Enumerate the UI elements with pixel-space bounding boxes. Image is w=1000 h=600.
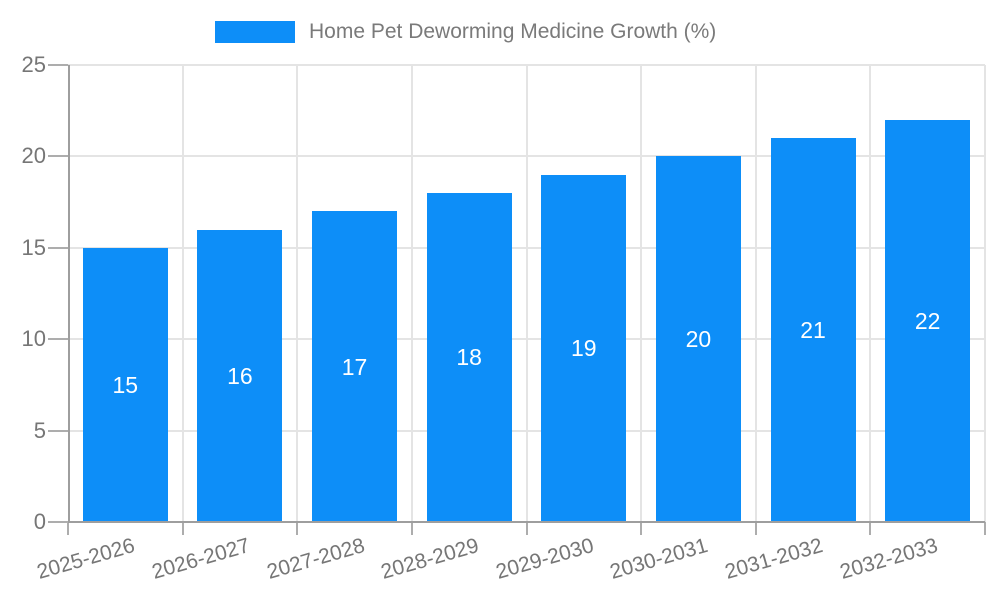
- bar: [770, 138, 856, 522]
- x-axis-label: 2026-2027: [146, 534, 252, 584]
- x-tick-mark: [984, 522, 986, 535]
- y-axis-label: 25: [21, 52, 46, 77]
- y-tick-mark: [48, 246, 68, 249]
- x-tick-mark: [640, 522, 643, 535]
- x-axis-label-text: 2031-2032: [722, 534, 826, 584]
- x-axis-line: [68, 521, 985, 523]
- x-axis-label: 2031-2032: [719, 534, 826, 584]
- y-axis-label: 0: [33, 509, 46, 534]
- x-gridline: [410, 65, 413, 522]
- x-axis-label: 2029-2030: [489, 534, 596, 584]
- x-axis-label-text: 2027-2028: [264, 534, 367, 584]
- x-tick-mark: [410, 522, 413, 535]
- y-tick-mark: [48, 64, 68, 66]
- x-tick-mark: [869, 522, 872, 535]
- x-axis-label-text: 2030-2031: [607, 534, 711, 584]
- x-gridline: [984, 65, 986, 522]
- y-axis-line: [68, 65, 70, 522]
- x-gridline: [181, 65, 184, 522]
- legend-label: Home Pet Deworming Medicine Growth (%): [309, 20, 717, 43]
- bar: [312, 211, 398, 522]
- x-tick-mark: [296, 522, 299, 535]
- y-axis-label: 15: [21, 234, 46, 260]
- x-tick-mark: [754, 522, 757, 535]
- y-axis-label: 20: [21, 143, 46, 169]
- bar-value-label: 20: [685, 326, 712, 353]
- x-axis-label-text: 2026-2027: [149, 534, 253, 584]
- bar-value-label: 18: [456, 344, 482, 371]
- x-axis-label-text: 2032-2033: [837, 534, 941, 584]
- legend: Home Pet Deworming Medicine Growth (%): [215, 20, 716, 44]
- y-axis-label: 10: [21, 326, 46, 352]
- bar: [197, 229, 283, 522]
- x-axis-label: 2032-2033: [833, 534, 940, 584]
- bar: [655, 156, 741, 522]
- y-tick-mark: [48, 155, 68, 158]
- bar-value-label: 21: [800, 317, 826, 344]
- x-axis-label: 2028-2029: [375, 534, 482, 584]
- x-axis-label: 2030-2031: [604, 534, 711, 584]
- bar-value-label: 15: [112, 371, 139, 398]
- y-tick-mark: [48, 338, 68, 341]
- x-tick-mark: [67, 522, 69, 535]
- y-axis-label: 5: [33, 417, 46, 443]
- x-tick-mark: [181, 522, 184, 535]
- bar-value-label: 22: [914, 307, 941, 334]
- bar-value-label: 19: [571, 335, 597, 362]
- x-axis-label-text: 2029-2030: [493, 534, 597, 584]
- bar: [82, 247, 168, 522]
- bar-value-label: 16: [227, 362, 253, 389]
- bar: [541, 174, 627, 522]
- x-axis-label: 2027-2028: [260, 534, 367, 584]
- x-axis-label-text: 2025-2026: [34, 534, 138, 584]
- bar-value-label: 17: [341, 353, 368, 380]
- x-axis-label: 2025-2026: [31, 534, 138, 584]
- bar: [885, 119, 971, 522]
- x-gridline: [525, 65, 528, 522]
- bar: [426, 192, 512, 522]
- x-gridline: [754, 65, 757, 522]
- x-gridline: [640, 65, 643, 522]
- y-tick-mark: [48, 429, 68, 432]
- legend-swatch: [215, 21, 295, 43]
- x-axis-label-text: 2028-2029: [378, 534, 482, 584]
- y-tick-mark: [48, 521, 68, 523]
- x-gridline: [869, 65, 872, 522]
- x-gridline: [296, 65, 299, 522]
- x-tick-mark: [525, 522, 528, 535]
